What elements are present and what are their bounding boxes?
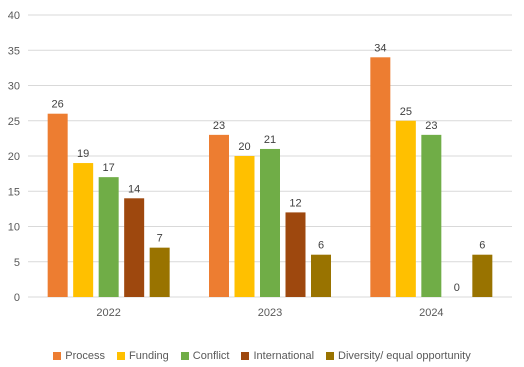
legend-label: International	[253, 350, 315, 362]
data-labels: 26 19 17 14 7 23 20 21 12 6 34 25 23 0 6	[52, 42, 486, 294]
y-tick-label: 10	[8, 222, 20, 234]
data-label: 6	[318, 240, 324, 252]
bar	[395, 120, 416, 297]
bar	[47, 113, 68, 297]
bars	[47, 57, 493, 297]
bar	[472, 254, 493, 297]
bar	[285, 212, 306, 297]
bar	[311, 254, 331, 297]
legend-item: Process	[53, 350, 105, 362]
x-tick-label: 2023	[258, 307, 282, 319]
legend-label: Conflict	[192, 350, 230, 362]
data-label: 34	[374, 42, 386, 54]
y-axis: 0 5 10 15 20 25 30 35 40	[8, 10, 20, 304]
legend-item: Funding	[117, 350, 169, 362]
data-label: 12	[289, 197, 301, 209]
y-tick-label: 15	[8, 186, 20, 198]
legend-label: Diversity/ equal opportunity	[338, 350, 471, 362]
legend-swatch	[241, 352, 250, 360]
legend-swatch	[180, 352, 189, 360]
legend-item: Diversity/ equal opportunity	[326, 350, 471, 362]
bar	[73, 163, 94, 297]
legend-item: Conflict	[180, 350, 230, 362]
legend-item: International	[241, 350, 314, 362]
bar	[209, 134, 229, 297]
data-label: 23	[213, 120, 225, 132]
bar	[260, 148, 280, 297]
data-label: 26	[52, 99, 64, 111]
data-label: 17	[103, 162, 115, 174]
legend-label: Funding	[129, 350, 169, 362]
bar	[421, 134, 442, 297]
bar	[234, 156, 255, 297]
y-tick-label: 35	[8, 45, 20, 57]
y-tick-label: 25	[8, 116, 20, 128]
y-tick-label: 5	[14, 257, 20, 269]
x-tick-label: 2024	[419, 307, 443, 319]
data-label: 23	[425, 120, 437, 132]
bar	[370, 57, 391, 297]
y-tick-label: 30	[8, 81, 20, 93]
bar	[149, 247, 170, 297]
legend-swatch	[326, 352, 335, 360]
bar	[98, 177, 119, 297]
data-label: 25	[400, 106, 412, 118]
data-label: 14	[128, 183, 140, 195]
y-tick-label: 20	[8, 151, 20, 163]
data-label: 7	[157, 233, 163, 245]
data-label: 0	[454, 282, 460, 294]
legend-swatch	[53, 352, 62, 360]
y-tick-label: 40	[8, 10, 20, 22]
data-label: 19	[77, 148, 89, 160]
data-label: 20	[238, 141, 250, 153]
legend: Process Funding Conflict International Diver…	[0, 350, 524, 362]
legend-label: Process	[65, 350, 106, 362]
legend-swatch	[117, 352, 126, 360]
y-tick-label: 0	[14, 292, 20, 304]
data-label: 6	[479, 240, 485, 252]
bar	[124, 198, 145, 297]
x-tick-label: 2022	[96, 307, 120, 319]
x-axis: 2022 2023 2024	[96, 307, 443, 319]
data-label: 21	[264, 134, 276, 146]
